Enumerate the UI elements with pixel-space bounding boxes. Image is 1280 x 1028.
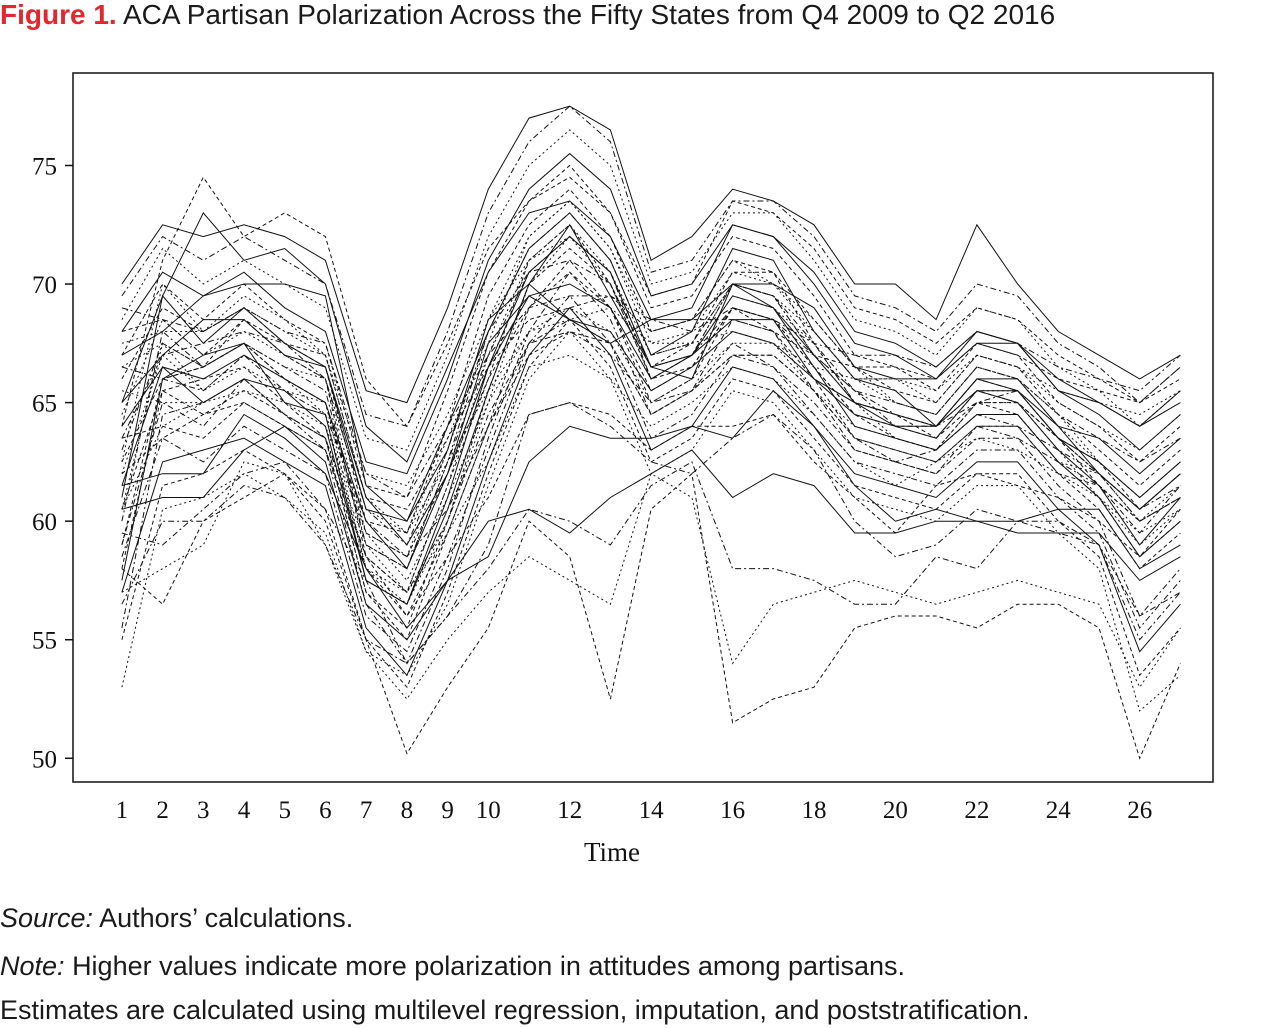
series-line-28 xyxy=(121,461,1181,665)
series-line-38 xyxy=(121,295,1181,510)
x-tick-label: 1 xyxy=(116,797,129,824)
series-line-12 xyxy=(121,105,1181,427)
series-line-44 xyxy=(121,319,1181,594)
x-tick-label: 7 xyxy=(360,797,373,824)
note-text: Higher values indicate more polarization… xyxy=(72,951,906,981)
x-tick-label: 12 xyxy=(557,797,582,824)
note-text-2: Estimates are calculated using multileve… xyxy=(0,995,1030,1025)
x-tick-label: 8 xyxy=(401,797,414,824)
series-layer xyxy=(121,105,1181,760)
x-tick-label: 5 xyxy=(278,797,291,824)
y-tick-label: 50 xyxy=(32,746,57,773)
series-line-16 xyxy=(121,212,1181,570)
x-tick-label: 3 xyxy=(197,797,210,824)
y-tick-label: 65 xyxy=(32,391,57,418)
x-tick-label: 18 xyxy=(802,797,827,824)
x-tick-label: 6 xyxy=(319,797,332,824)
series-line-42 xyxy=(121,330,1181,617)
note-lead: Note: xyxy=(0,951,65,981)
note-line-2: Estimates are calculated using multileve… xyxy=(0,994,1030,1026)
series-line-14 xyxy=(121,188,1181,534)
y-tick-label: 60 xyxy=(32,509,57,536)
plot-frame xyxy=(72,72,1214,783)
series-line-19 xyxy=(121,224,1181,594)
series-line-17 xyxy=(121,235,1181,605)
series-line-26 xyxy=(121,472,1181,760)
figure-title: Figure 1. ACA Partisan Polarization Acro… xyxy=(0,0,1055,34)
x-axis: 1 2 3 4 5 6 7 8 9 10 12 14 16 18 20 22 24 26 xyxy=(116,797,1153,824)
x-tick-label: 14 xyxy=(639,797,665,824)
x-tick-label: 20 xyxy=(883,797,908,824)
series-line-35 xyxy=(121,235,1181,487)
figure-label: Figure 1. xyxy=(0,0,117,30)
figure-title-text: ACA Partisan Polarization Across the Fif… xyxy=(122,0,1056,30)
x-tick-label: 10 xyxy=(476,797,501,824)
x-tick-label: 9 xyxy=(441,797,454,824)
series-line-43 xyxy=(121,307,1181,582)
series-line-11 xyxy=(121,129,1181,451)
series-line-32 xyxy=(121,330,1181,558)
series-line-37 xyxy=(121,295,1181,570)
source-line: Source: Authors’ calculations. xyxy=(0,902,353,934)
x-tick-label: 24 xyxy=(1046,797,1072,824)
series-line-25 xyxy=(121,389,1181,641)
series-line-45 xyxy=(121,283,1181,522)
y-tick-label: 55 xyxy=(32,628,57,655)
series-line-7 xyxy=(121,235,1181,606)
series-line-30 xyxy=(121,401,1181,617)
series-line-13 xyxy=(121,105,1181,404)
source-text: Authors’ calculations. xyxy=(99,903,354,933)
x-tick-label: 22 xyxy=(964,797,989,824)
series-line-36 xyxy=(121,259,1181,546)
x-tick-label: 16 xyxy=(720,797,745,824)
x-axis-title: Time xyxy=(584,837,640,867)
x-tick-label: 4 xyxy=(238,797,251,824)
x-tick-label: 2 xyxy=(156,797,169,824)
y-tick-label: 75 xyxy=(32,153,57,180)
x-tick-label: 26 xyxy=(1127,797,1152,824)
series-line-34 xyxy=(121,176,1181,428)
series-line-2 xyxy=(121,224,1181,594)
series-line-22 xyxy=(121,318,1181,689)
series-line-39 xyxy=(121,307,1181,534)
source-lead: Source: xyxy=(0,903,94,933)
y-axis: 50 55 60 65 70 75 xyxy=(32,153,73,773)
note-line: Note: Higher values indicate more polari… xyxy=(0,950,905,982)
series-line-21 xyxy=(121,307,1181,677)
series-line-41 xyxy=(121,283,1181,546)
series-line-27 xyxy=(121,461,1181,700)
y-tick-label: 70 xyxy=(32,272,57,299)
series-line-29 xyxy=(121,413,1181,629)
series-line-24 xyxy=(121,402,1181,665)
